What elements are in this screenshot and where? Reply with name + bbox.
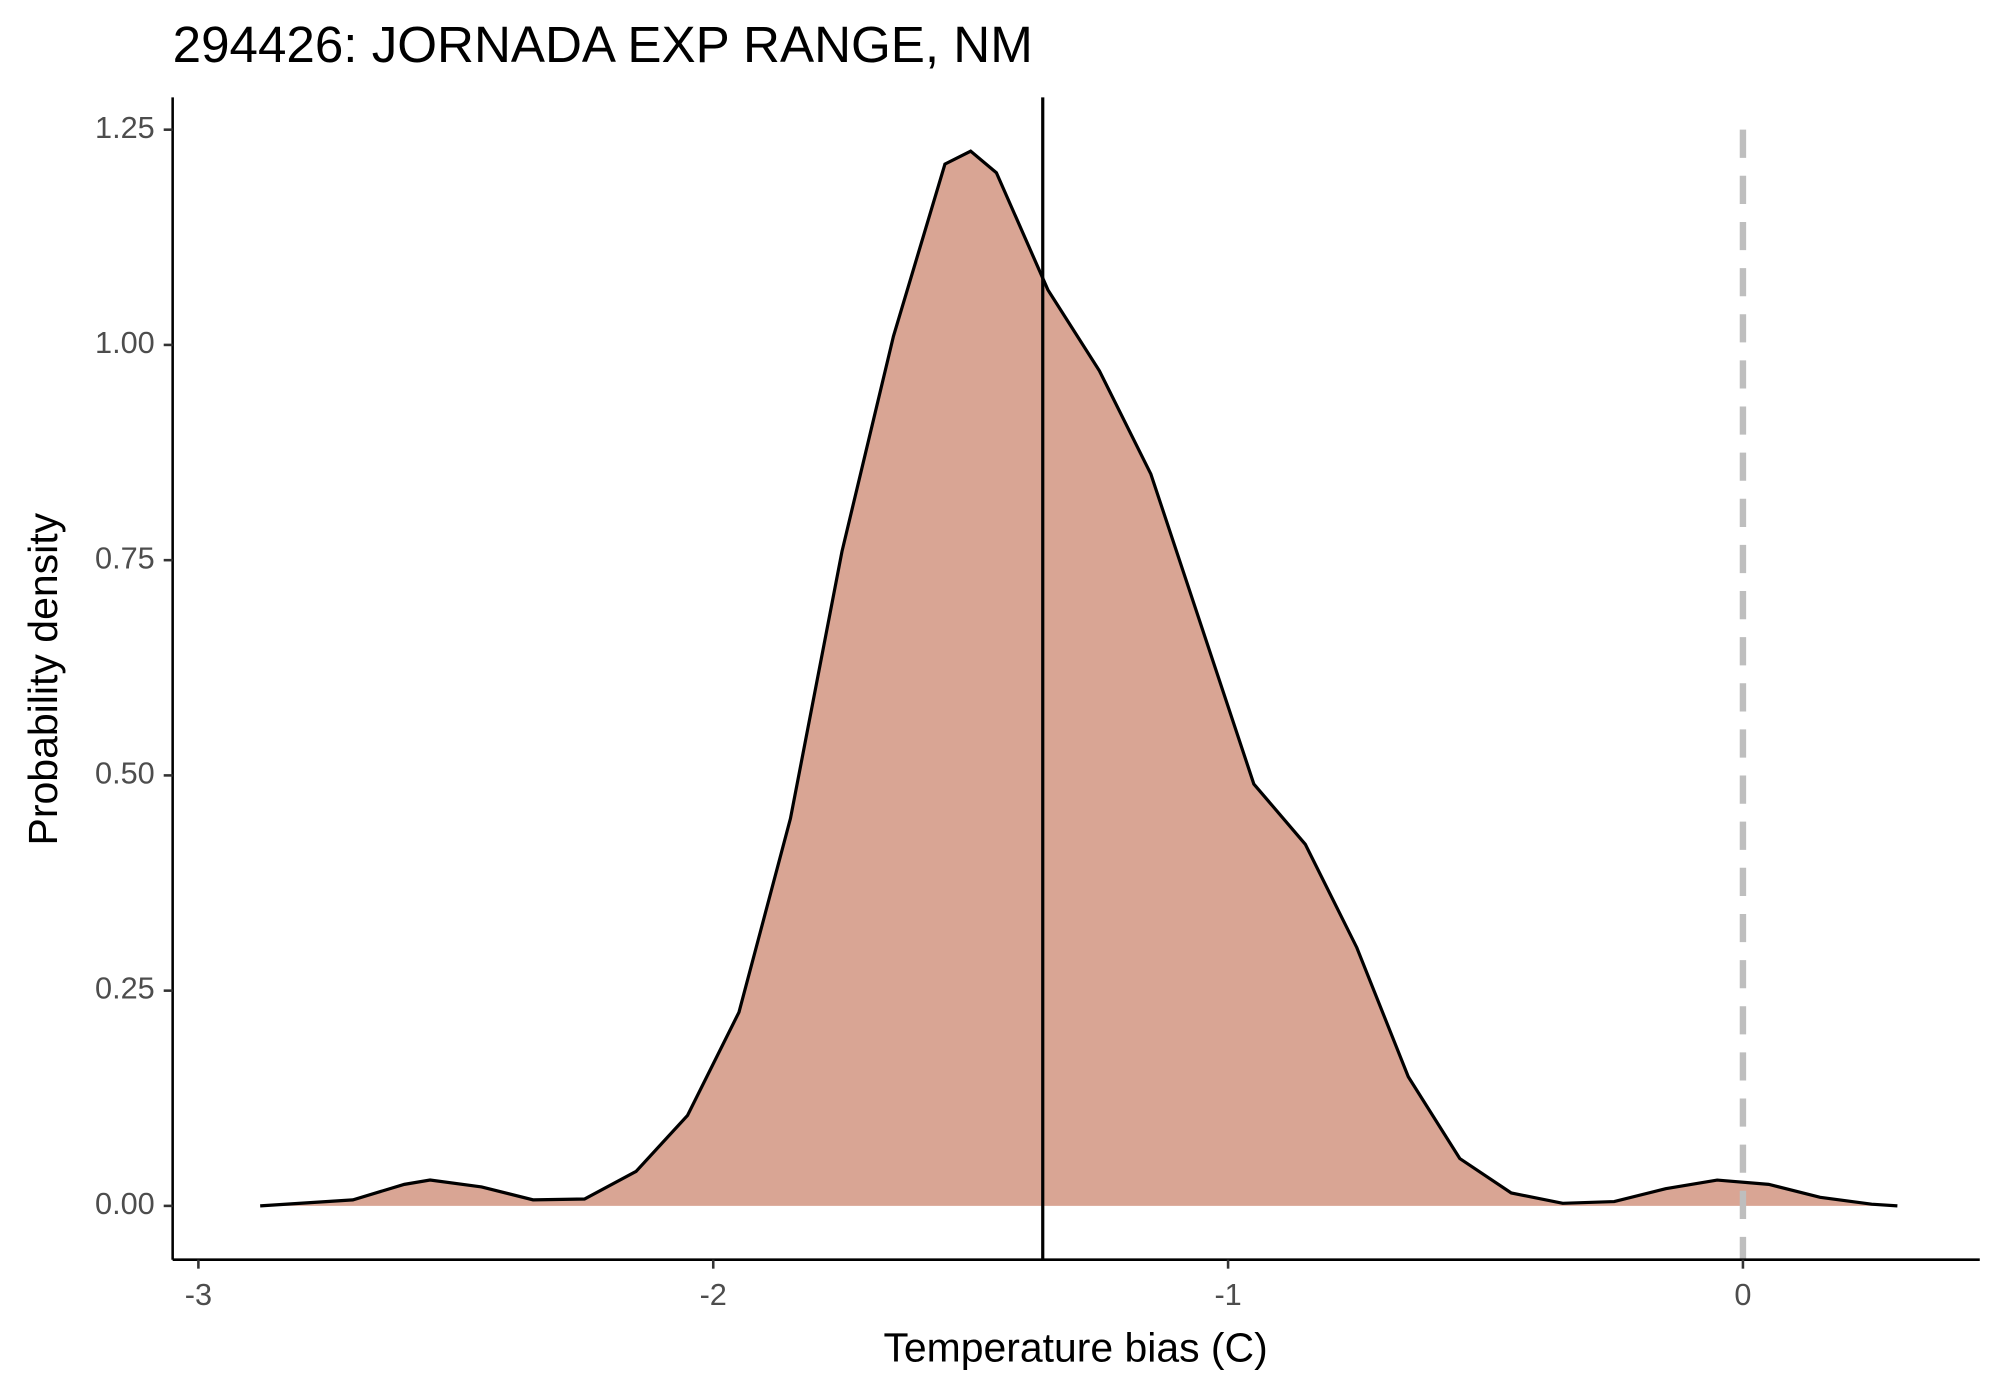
x-tick-label: -3 <box>185 1277 212 1312</box>
y-tick-label: 0.75 <box>95 540 155 575</box>
chart-title: 294426: JORNADA EXP RANGE, NM <box>173 16 1033 73</box>
density-area <box>260 151 1898 1206</box>
x-axis-label: Temperature bias (C) <box>883 1324 1267 1370</box>
y-tick-label: 1.00 <box>95 325 155 360</box>
density-line <box>260 149 1898 1208</box>
y-axis-label: Probability density <box>20 512 66 845</box>
y-tick-label: 0.50 <box>95 755 155 790</box>
y-tick-label: 1.25 <box>95 110 155 145</box>
y-tick-label: 0.00 <box>95 1186 155 1221</box>
x-tick-label: 0 <box>1734 1277 1751 1312</box>
x-tick-label: -1 <box>1214 1277 1241 1312</box>
y-tick-label: 0.25 <box>95 971 155 1006</box>
x-tick-label: -2 <box>700 1277 727 1312</box>
